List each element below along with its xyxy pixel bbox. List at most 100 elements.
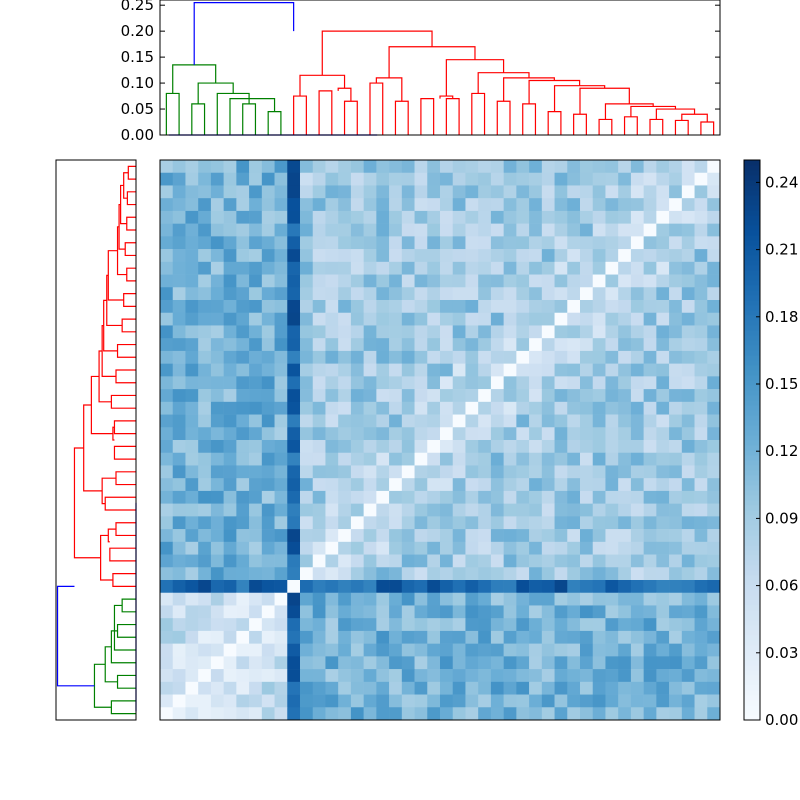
heatmap-cell <box>580 427 594 441</box>
heatmap-cell <box>160 580 174 594</box>
heatmap-cell <box>605 656 619 670</box>
heatmap-cell <box>630 490 644 504</box>
heatmap-cell <box>160 401 174 415</box>
heatmap-cell <box>172 274 186 288</box>
heatmap-cell <box>452 401 466 415</box>
heatmap-cell <box>630 465 644 479</box>
heatmap-cell <box>580 249 594 263</box>
heatmap-cell <box>618 707 632 721</box>
heatmap-cell <box>554 529 568 543</box>
heatmap-cell <box>440 605 454 619</box>
heatmap-cell <box>376 160 390 174</box>
heatmap-cell <box>592 465 606 479</box>
heatmap-cell <box>465 210 479 224</box>
top-link-39 <box>388 46 476 78</box>
heatmap-cell <box>554 465 568 479</box>
heatmap-cell <box>516 160 530 174</box>
heatmap-cell <box>249 465 263 479</box>
heatmap-cell <box>414 363 428 377</box>
left-link-28 <box>127 165 136 180</box>
heatmap-cell <box>656 312 670 326</box>
heatmap-cell <box>618 210 632 224</box>
top-link-16 <box>420 98 435 135</box>
heatmap-cell <box>630 236 644 250</box>
heatmap-cell <box>503 490 517 504</box>
heatmap-cell <box>172 300 186 314</box>
heatmap-cell <box>401 707 415 721</box>
colorbar-step <box>744 685 760 691</box>
heatmap-cell <box>414 656 428 670</box>
heatmap-cell <box>325 643 339 657</box>
heatmap-cell <box>567 198 581 212</box>
heatmap-cell <box>401 643 415 657</box>
heatmap-cell <box>350 414 364 428</box>
heatmap-cell <box>427 210 441 224</box>
heatmap-cell <box>618 274 632 288</box>
heatmap-cell <box>236 389 250 403</box>
heatmap-cell <box>210 414 224 428</box>
heatmap-cell <box>707 669 721 683</box>
heatmap-cell <box>389 236 403 250</box>
heatmap-cell <box>554 656 568 670</box>
heatmap-cell <box>605 261 619 275</box>
heatmap-cell <box>554 249 568 263</box>
heatmap-cell <box>325 223 339 237</box>
heatmap-cell <box>707 185 721 199</box>
heatmap-cell <box>503 656 517 670</box>
heatmap-cell <box>618 312 632 326</box>
heatmap-cell <box>452 694 466 708</box>
left-link-31 <box>118 203 126 250</box>
heatmap-cell <box>325 503 339 517</box>
heatmap-cell <box>465 261 479 275</box>
heatmap-cell <box>350 681 364 695</box>
heatmap-cell <box>376 325 390 339</box>
heatmap-cell <box>414 401 428 415</box>
heatmap-cell <box>261 554 275 568</box>
heatmap-cell <box>452 541 466 555</box>
heatmap-cell <box>592 363 606 377</box>
heatmap-cell <box>656 300 670 314</box>
heatmap-cell <box>376 312 390 326</box>
heatmap-cell <box>287 605 301 619</box>
heatmap-cell <box>160 681 174 695</box>
heatmap-cell <box>465 669 479 683</box>
top-link-11 <box>337 87 352 102</box>
heatmap-cell <box>389 529 403 543</box>
heatmap-cell <box>312 185 326 199</box>
heatmap-cell <box>210 389 224 403</box>
heatmap-cell <box>605 427 619 441</box>
heatmap-cell <box>376 249 390 263</box>
heatmap-cell <box>210 160 224 174</box>
heatmap-cell <box>605 300 619 314</box>
heatmap-cell <box>287 567 301 581</box>
heatmap-cell <box>287 300 301 314</box>
heatmap-cell <box>694 287 708 301</box>
colorbar-step <box>744 200 760 206</box>
heatmap-cell <box>669 516 683 530</box>
heatmap-cell <box>389 707 403 721</box>
left-link-42 <box>56 585 95 687</box>
top-link-23 <box>573 113 587 135</box>
heatmap-cell <box>643 172 657 186</box>
heatmap-cell <box>312 160 326 174</box>
heatmap-cell <box>478 503 492 517</box>
colorbar-step <box>744 690 760 696</box>
heatmap-cell <box>401 172 415 186</box>
heatmap-cell <box>185 694 199 708</box>
heatmap-cell <box>427 363 441 377</box>
heatmap-cell <box>223 541 237 555</box>
heatmap-cell <box>478 567 492 581</box>
heatmap-cell <box>338 681 352 695</box>
heatmap-cell <box>274 503 288 517</box>
heatmap-cell <box>172 414 186 428</box>
heatmap-cell <box>261 160 275 174</box>
heatmap-cell <box>465 440 479 454</box>
heatmap-cell <box>198 389 212 403</box>
heatmap-cell <box>414 210 428 224</box>
left-link-9 <box>109 547 136 562</box>
heatmap-cell <box>414 274 428 288</box>
heatmap-cell <box>465 465 479 479</box>
colorbar-tick-label-0: 0.00 <box>765 711 798 729</box>
heatmap-cell <box>516 249 530 263</box>
heatmap-cell <box>554 541 568 555</box>
